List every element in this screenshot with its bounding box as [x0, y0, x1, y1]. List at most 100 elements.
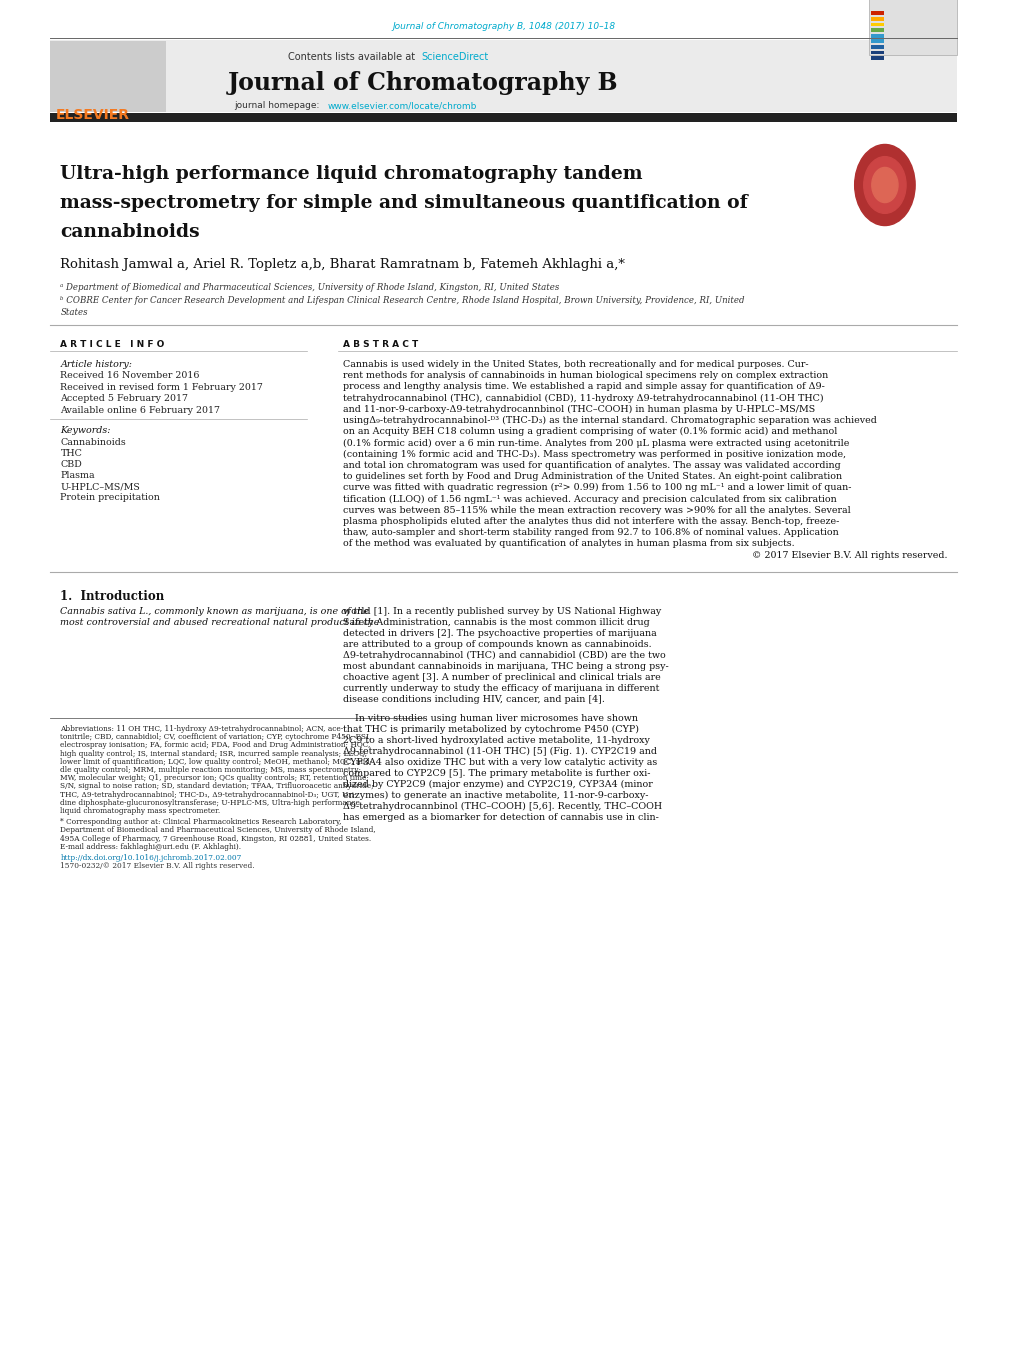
Text: Rohitash Jamwal a, Ariel R. Topletz a,b, Bharat Ramratnam b, Fatemeh Akhlaghi a,: Rohitash Jamwal a, Ariel R. Topletz a,b,… — [60, 258, 625, 272]
Text: detected in drivers [2]. The psychoactive properties of marijuana: detected in drivers [2]. The psychoactiv… — [342, 630, 656, 638]
Text: tonitrile; CBD, cannabidiol; CV, coefficient of variation; CYP, cytochrome P450;: tonitrile; CBD, cannabidiol; CV, coeffic… — [60, 734, 372, 742]
Text: disease conditions including HIV, cancer, and pain [4].: disease conditions including HIV, cancer… — [342, 694, 604, 704]
Text: Received in revised form 1 February 2017: Received in revised form 1 February 2017 — [60, 382, 263, 392]
Circle shape — [863, 157, 905, 213]
Text: of the method was evaluated by quantification of analytes in human plasma from s: of the method was evaluated by quantific… — [342, 539, 794, 549]
Text: Safety Administration, cannabis is the most common illicit drug: Safety Administration, cannabis is the m… — [342, 617, 649, 627]
Text: Department of Biomedical and Pharmaceutical Sciences, University of Rhode Island: Department of Biomedical and Pharmaceuti… — [60, 827, 376, 835]
Bar — [50, 41, 166, 112]
Text: Article history:: Article history: — [60, 359, 132, 369]
Text: 1570-0232/© 2017 Elsevier B.V. All rights reserved.: 1570-0232/© 2017 Elsevier B.V. All right… — [60, 862, 255, 870]
Text: dle quality control; MRM, multiple reaction monitoring; MS, mass spectrometry;: dle quality control; MRM, multiple react… — [60, 766, 361, 774]
Text: ᵇ COBRE Center for Cancer Research Development and Lifespan Clinical Research Ce: ᵇ COBRE Center for Cancer Research Devel… — [60, 296, 744, 305]
Text: curves was between 85–115% while the mean extraction recovery was >90% for all t: curves was between 85–115% while the mea… — [342, 505, 850, 515]
Text: Contents lists available at: Contents lists available at — [287, 51, 418, 62]
Text: (containing 1% formic acid and THC-D₃). Mass spectrometry was performed in posit: (containing 1% formic acid and THC-D₃). … — [342, 450, 845, 459]
Text: ELSEVIER: ELSEVIER — [55, 108, 129, 122]
Text: dized by CYP2C9 (major enzyme) and CYP2C19, CYP3A4 (minor: dized by CYP2C9 (major enzyme) and CYP2C… — [342, 780, 652, 789]
Text: tetrahydrocannabinol (THC), cannabidiol (CBD), 11-hydroxy Δ9-tetrahydrocannabino: tetrahydrocannabinol (THC), cannabidiol … — [342, 393, 822, 403]
Text: CrossMark: CrossMark — [864, 203, 904, 212]
Text: thaw, auto-sampler and short-term stability ranged from 92.7 to 106.8% of nomina: thaw, auto-sampler and short-term stabil… — [342, 528, 838, 536]
Bar — [870, 57, 883, 59]
Text: liquid chromatography mass spectrometer.: liquid chromatography mass spectrometer. — [60, 807, 220, 815]
Text: Cannabinoids: Cannabinoids — [60, 438, 126, 447]
Text: to guidelines set forth by Food and Drug Administration of the United States. An: to guidelines set forth by Food and Drug… — [342, 471, 841, 481]
Text: CYP3A4 also oxidize THC but with a very low catalytic activity as: CYP3A4 also oxidize THC but with a very … — [342, 758, 656, 767]
Bar — [870, 16, 883, 20]
Text: A B S T R A C T: A B S T R A C T — [342, 340, 418, 349]
Circle shape — [871, 168, 897, 203]
Text: are attributed to a group of compounds known as cannabinoids.: are attributed to a group of compounds k… — [342, 640, 651, 648]
Text: www.elsevier.com/locate/chromb: www.elsevier.com/locate/chromb — [327, 101, 477, 111]
Bar — [870, 45, 883, 49]
Text: Protein precipitation: Protein precipitation — [60, 493, 160, 503]
Bar — [870, 34, 883, 38]
Bar — [870, 50, 883, 54]
Text: 495A College of Pharmacy, 7 Greenhouse Road, Kingston, RI 02881, United States.: 495A College of Pharmacy, 7 Greenhouse R… — [60, 835, 371, 843]
Text: Δ9-tetrahydrocannabinol (THC) and cannabidiol (CBD) are the two: Δ9-tetrahydrocannabinol (THC) and cannab… — [342, 651, 664, 661]
Text: and 11-nor-9-carboxy-Δ9-tetrahydrocannbinol (THC–COOH) in human plasma by U-HPLC: and 11-nor-9-carboxy-Δ9-tetrahydrocannbi… — [342, 405, 814, 413]
Text: Δ9-tetrahydrocannabinol (11-OH THC) [5] (Fig. 1). CYP2C19 and: Δ9-tetrahydrocannabinol (11-OH THC) [5] … — [342, 747, 656, 757]
Text: ScienceDirect: ScienceDirect — [421, 51, 488, 62]
Bar — [50, 41, 957, 112]
Text: (0.1% formic acid) over a 6 min run-time. Analytes from 200 μL plasma were extra: (0.1% formic acid) over a 6 min run-time… — [342, 439, 848, 447]
Text: mass-spectrometry for simple and simultaneous quantification of: mass-spectrometry for simple and simulta… — [60, 195, 748, 212]
Text: most abundant cannabinoids in marijuana, THC being a strong psy-: most abundant cannabinoids in marijuana,… — [342, 662, 667, 671]
Text: Received 16 November 2016: Received 16 November 2016 — [60, 372, 200, 380]
Text: Cannabis is used widely in the United States, both recreationally and for medica: Cannabis is used widely in the United St… — [342, 359, 807, 369]
Text: CBD: CBD — [60, 459, 83, 469]
Text: Keywords:: Keywords: — [60, 426, 111, 435]
Circle shape — [854, 145, 914, 226]
Text: tification (LLOQ) of 1.56 ngmL⁻¹ was achieved. Accuracy and precision calculated: tification (LLOQ) of 1.56 ngmL⁻¹ was ach… — [342, 494, 836, 504]
Bar — [868, 0, 957, 55]
Text: plasma phospholipids eluted after the analytes thus did not interfere with the a: plasma phospholipids eluted after the an… — [342, 517, 839, 526]
Text: Available online 6 February 2017: Available online 6 February 2017 — [60, 405, 220, 415]
Text: currently underway to study the efficacy of marijuana in different: currently underway to study the efficacy… — [342, 684, 658, 693]
Text: THC, Δ9-tetrahydrocannabinol; THC-D₃, Δ9-tetrahydrocannabinol-D₃; UGT, Uri-: THC, Δ9-tetrahydrocannabinol; THC-D₃, Δ9… — [60, 790, 357, 798]
Text: and total ion chromatogram was used for quantification of analytes. The assay wa: and total ion chromatogram was used for … — [342, 461, 840, 470]
Text: U-HPLC–MS/MS: U-HPLC–MS/MS — [60, 482, 141, 490]
Text: lower limit of quantification; LQC, low quality control; MeOH, methanol; MQC, mi: lower limit of quantification; LQC, low … — [60, 758, 373, 766]
Text: S/N, signal to noise ration; SD, standard deviation; TFAA, Trifluoroacetic anhyd: S/N, signal to noise ration; SD, standar… — [60, 782, 374, 790]
Text: on an Acquity BEH C18 column using a gradient comprising of water (0.1% formic a: on an Acquity BEH C18 column using a gra… — [342, 427, 837, 436]
Text: 2C9 to a short-lived hydroxylated active metabolite, 11-hydroxy: 2C9 to a short-lived hydroxylated active… — [342, 736, 649, 744]
Text: enzymes) to generate an inactive metabolite, 11-nor-9-carboxy-: enzymes) to generate an inactive metabol… — [342, 790, 647, 800]
Text: electrospray ionisation; FA, formic acid; FDA, Food and Drug Administration; HQC: electrospray ionisation; FA, formic acid… — [60, 742, 371, 750]
Text: Abbreviations: 11 OH THC, 11-hydroxy Δ9-tetrahydrocannabinol; ACN, ace-: Abbreviations: 11 OH THC, 11-hydroxy Δ9-… — [60, 725, 343, 734]
Text: compared to CYP2C9 [5]. The primary metabolite is further oxi-: compared to CYP2C9 [5]. The primary meta… — [342, 769, 649, 778]
Bar — [870, 11, 883, 15]
Text: journal homepage:: journal homepage: — [234, 101, 322, 111]
Text: choactive agent [3]. A number of preclinical and clinical trials are: choactive agent [3]. A number of preclin… — [342, 673, 659, 682]
Bar — [50, 113, 957, 122]
Text: rent methods for analysis of cannabinoids in human biological specimens rely on : rent methods for analysis of cannabinoid… — [342, 372, 827, 380]
Text: Plasma: Plasma — [60, 471, 95, 480]
Text: E-mail address: fakhlaghi@uri.edu (F. Akhlaghi).: E-mail address: fakhlaghi@uri.edu (F. Ak… — [60, 843, 242, 851]
Text: most controversial and abused recreational natural product in the: most controversial and abused recreation… — [60, 617, 379, 627]
Text: ᵃ Department of Biomedical and Pharmaceutical Sciences, University of Rhode Isla: ᵃ Department of Biomedical and Pharmaceu… — [60, 282, 559, 292]
Text: curve was fitted with quadratic regression (r²> 0.99) from 1.56 to 100 ng mL⁻¹ a: curve was fitted with quadratic regressi… — [342, 484, 850, 492]
Text: Cannabis sativa L., commonly known as marijuana, is one of the: Cannabis sativa L., commonly known as ma… — [60, 607, 369, 616]
Text: States: States — [60, 308, 88, 317]
Text: Journal of Chromatography B, 1048 (2017) 10–18: Journal of Chromatography B, 1048 (2017)… — [392, 22, 614, 31]
Text: world [1]. In a recently published survey by US National Highway: world [1]. In a recently published surve… — [342, 607, 660, 616]
Text: * Corresponding author at: Clinical Pharmacokinetics Research Laboratory,: * Corresponding author at: Clinical Phar… — [60, 819, 341, 827]
Text: process and lengthy analysis time. We established a rapid and simple assay for q: process and lengthy analysis time. We es… — [342, 382, 823, 392]
Text: Δ9-tetrahydrocannbinol (THC–COOH) [5,6]. Recently, THC–COOH: Δ9-tetrahydrocannbinol (THC–COOH) [5,6].… — [342, 802, 661, 811]
Text: THC: THC — [60, 449, 83, 458]
Text: Accepted 5 February 2017: Accepted 5 February 2017 — [60, 394, 189, 403]
Text: cannabinoids: cannabinoids — [60, 223, 200, 240]
Text: A R T I C L E   I N F O: A R T I C L E I N F O — [60, 340, 165, 349]
Text: In vitro studies using human liver microsomes have shown: In vitro studies using human liver micro… — [342, 713, 637, 723]
Text: Ultra-high performance liquid chromatography tandem: Ultra-high performance liquid chromatogr… — [60, 165, 642, 182]
Text: Journal of Chromatography B: Journal of Chromatography B — [228, 72, 618, 95]
Bar — [870, 28, 883, 32]
Text: that THC is primarily metabolized by cytochrome P450 (CYP): that THC is primarily metabolized by cyt… — [342, 725, 638, 734]
Bar — [870, 23, 883, 26]
Bar — [870, 39, 883, 43]
Text: dine diphosphate-glucuronosyltransferase; U-HPLC-MS, Ultra-high performance: dine diphosphate-glucuronosyltransferase… — [60, 798, 360, 807]
Text: http://dx.doi.org/10.1016/j.jchromb.2017.02.007: http://dx.doi.org/10.1016/j.jchromb.2017… — [60, 854, 242, 862]
Text: high quality control; IS, internal standard; ISR, incurred sample reanalysis; LL: high quality control; IS, internal stand… — [60, 750, 367, 758]
Text: usingΔ₉-tetrahydrocannabinol-ᴰ³ (THC-D₃) as the internal standard. Chromatograph: usingΔ₉-tetrahydrocannabinol-ᴰ³ (THC-D₃)… — [342, 416, 875, 426]
Text: © 2017 Elsevier B.V. All rights reserved.: © 2017 Elsevier B.V. All rights reserved… — [751, 551, 947, 561]
Text: 1.  Introduction: 1. Introduction — [60, 590, 164, 603]
